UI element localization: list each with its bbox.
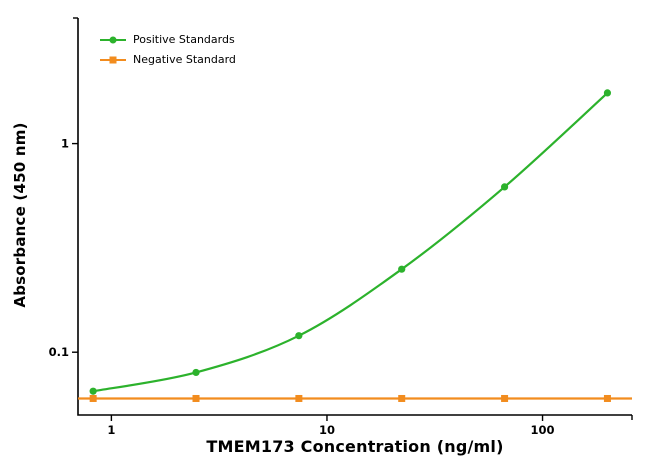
- square-marker-icon: [109, 56, 117, 64]
- y-axis-label: Absorbance (450 nm): [11, 122, 29, 308]
- legend-item-negative-standard: Negative Standard: [100, 50, 236, 70]
- legend-swatch-positive: [100, 35, 126, 45]
- svg-text:1: 1: [61, 137, 69, 151]
- svg-text:100: 100: [531, 423, 555, 437]
- x-axis-label: TMEM173 Concentration (ng/ml): [206, 437, 504, 456]
- svg-text:10: 10: [319, 423, 335, 437]
- legend-item-positive-standards: Positive Standards: [100, 30, 236, 50]
- legend-label-positive-standards: Positive Standards: [133, 33, 235, 46]
- svg-text:0.1: 0.1: [49, 345, 69, 359]
- svg-text:1: 1: [107, 423, 115, 437]
- legend-label-negative-standard: Negative Standard: [133, 53, 236, 66]
- circle-marker-icon: [109, 36, 117, 44]
- legend-swatch-negative: [100, 55, 126, 65]
- legend: Positive Standards Negative Standard: [100, 30, 236, 70]
